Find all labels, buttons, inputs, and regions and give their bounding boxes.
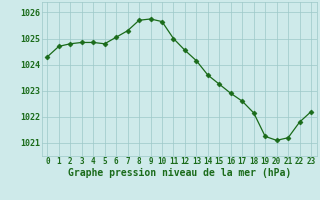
- X-axis label: Graphe pression niveau de la mer (hPa): Graphe pression niveau de la mer (hPa): [68, 168, 291, 178]
